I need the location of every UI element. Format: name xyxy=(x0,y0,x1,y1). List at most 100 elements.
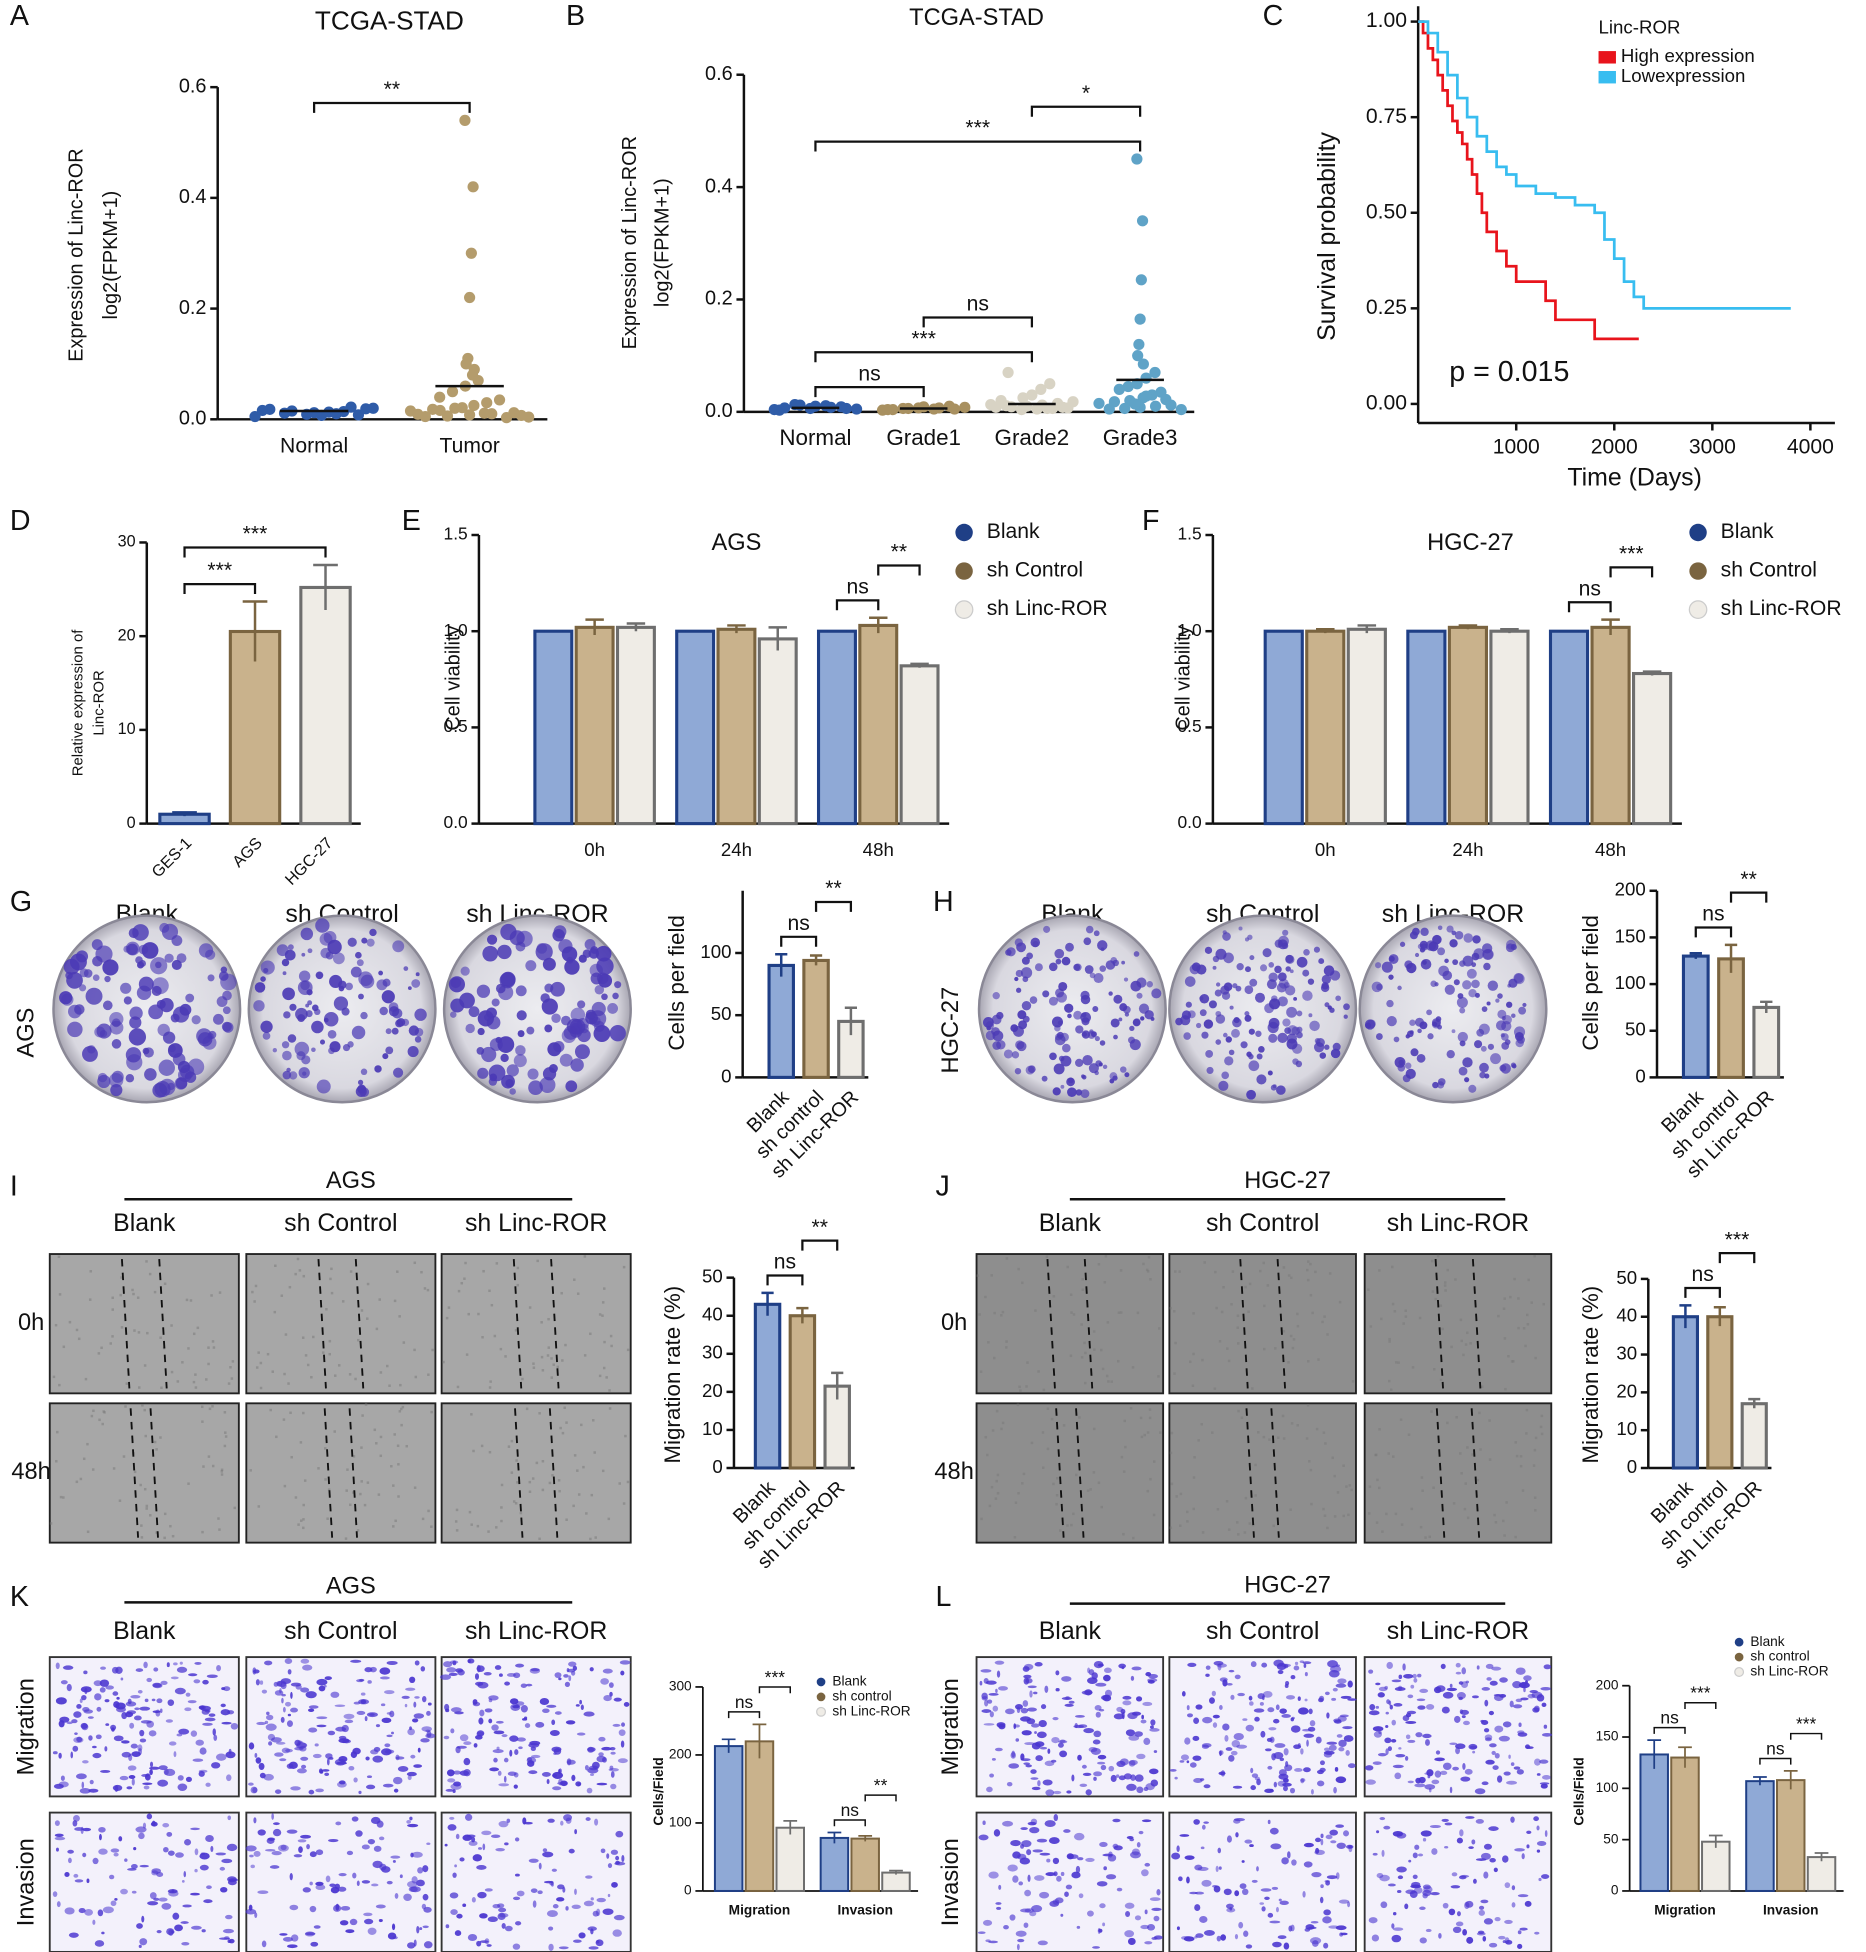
stained-cell xyxy=(978,1834,989,1841)
stained-cell xyxy=(1483,1843,1493,1850)
stained-cell xyxy=(1320,1833,1324,1839)
stained-cell xyxy=(1112,1818,1121,1823)
colony xyxy=(379,1006,388,1016)
stained-cell xyxy=(1156,1889,1161,1896)
stained-cell xyxy=(1389,1704,1393,1710)
stained-cell xyxy=(1458,1681,1464,1685)
cell-texture xyxy=(62,1345,66,1349)
cell-texture xyxy=(1351,1380,1355,1383)
stained-cell xyxy=(1105,1874,1117,1880)
bar xyxy=(753,1302,782,1470)
stained-cell xyxy=(1130,1851,1141,1859)
cell-texture xyxy=(192,1380,196,1384)
cell-texture xyxy=(86,1530,90,1534)
y-axis-label: Linc-ROR xyxy=(90,670,107,736)
cell-texture xyxy=(1418,1316,1422,1320)
colony xyxy=(1453,979,1460,986)
stained-cell xyxy=(1419,1688,1429,1693)
stained-cell xyxy=(1136,1842,1141,1848)
colony xyxy=(164,953,174,963)
cell-texture xyxy=(1050,1417,1054,1421)
x-tick-label: Migration xyxy=(729,1902,791,1917)
cell-texture xyxy=(1237,1342,1240,1345)
cell-texture xyxy=(290,1455,293,1459)
stained-cell xyxy=(172,1912,180,1920)
stained-cell xyxy=(220,1709,231,1716)
y-tick-label: 0.6 xyxy=(705,63,733,85)
stained-cell xyxy=(364,1716,368,1722)
stained-cell xyxy=(1452,1926,1462,1934)
stained-cell xyxy=(248,1742,255,1750)
colony xyxy=(1404,1062,1412,1069)
stained-cell xyxy=(379,1863,387,1871)
stained-cell xyxy=(253,1817,257,1824)
stained-cell xyxy=(264,1660,273,1666)
stained-cell xyxy=(391,1731,394,1735)
stained-cell xyxy=(161,1903,172,1910)
cell-texture xyxy=(1326,1526,1329,1530)
colony xyxy=(1082,1031,1087,1037)
cell-texture xyxy=(1220,1310,1224,1314)
stained-cell xyxy=(254,1752,258,1758)
colony xyxy=(559,1053,573,1067)
cell-texture xyxy=(1263,1347,1266,1351)
stained-cell xyxy=(1302,1661,1312,1665)
stained-cell xyxy=(1464,1768,1473,1775)
stained-cell xyxy=(1064,1703,1074,1707)
stained-cell xyxy=(1517,1943,1523,1950)
cell-texture xyxy=(144,1434,147,1438)
colony xyxy=(1452,959,1459,966)
stained-cell xyxy=(282,1936,293,1942)
cell-texture xyxy=(356,1529,360,1532)
stained-cell xyxy=(454,1864,457,1868)
bar xyxy=(1639,1753,1669,1892)
cell-texture xyxy=(582,1465,585,1469)
colony xyxy=(1240,1041,1248,1049)
stained-cell xyxy=(1178,1876,1183,1882)
cell-texture xyxy=(430,1525,433,1528)
colony xyxy=(1060,1055,1072,1067)
stained-cell xyxy=(1022,1700,1029,1707)
cell-texture xyxy=(1214,1270,1217,1274)
colony xyxy=(1457,993,1464,999)
stained-cell xyxy=(602,1668,613,1674)
panel-letter: K xyxy=(10,1581,29,1613)
colony xyxy=(1183,1032,1191,1040)
stained-cell xyxy=(483,1672,492,1676)
stained-cell xyxy=(548,1943,554,1951)
colony xyxy=(162,1031,176,1044)
significance-bracket xyxy=(1718,1252,1756,1264)
legend-label: Blank xyxy=(987,520,1040,543)
cell-texture xyxy=(1462,1353,1465,1357)
stained-cell xyxy=(1121,1666,1125,1670)
cell-texture xyxy=(590,1493,594,1497)
data-point xyxy=(1017,392,1029,404)
stained-cell xyxy=(1254,1716,1260,1722)
colony xyxy=(1487,980,1499,991)
cell-texture xyxy=(136,1296,140,1299)
cell-texture xyxy=(139,1483,142,1487)
data-point xyxy=(1149,400,1162,412)
cell-texture xyxy=(328,1339,332,1343)
y-tick-label: 150 xyxy=(1615,925,1646,946)
cell-texture xyxy=(622,1502,626,1505)
stained-cell xyxy=(1517,1894,1529,1898)
cell-texture xyxy=(125,1382,129,1385)
colony xyxy=(1136,977,1147,988)
cell-texture xyxy=(82,1457,86,1461)
stained-cell xyxy=(565,1906,569,1911)
cell-texture xyxy=(77,1337,81,1341)
stained-cell xyxy=(318,1685,326,1692)
legend-marker xyxy=(1689,523,1707,542)
stained-cell xyxy=(158,1897,168,1902)
stained-cell xyxy=(139,1738,147,1743)
stained-cell xyxy=(203,1899,213,1904)
cell-texture xyxy=(1488,1458,1492,1461)
colony xyxy=(1522,1002,1527,1007)
cell-texture xyxy=(1097,1263,1101,1266)
cell-texture xyxy=(1519,1464,1523,1468)
stained-cell xyxy=(1477,1930,1485,1935)
stained-cell xyxy=(1116,1706,1124,1712)
x-tick-label: Grade2 xyxy=(995,425,1070,450)
stained-cell xyxy=(1476,1665,1480,1670)
